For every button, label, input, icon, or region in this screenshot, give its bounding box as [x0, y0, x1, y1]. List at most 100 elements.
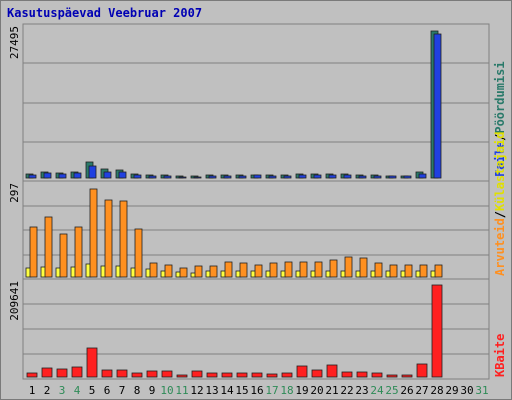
bar-kbaite — [266, 373, 278, 378]
x-tick-label: 11 — [175, 384, 188, 397]
x-tick-label: 9 — [149, 384, 156, 397]
y-max-label: 27495 — [8, 26, 21, 59]
x-tick-label: 2 — [44, 384, 51, 397]
bar-faile — [283, 175, 292, 179]
bar-kbaite — [101, 369, 113, 378]
bar-kbaite — [401, 374, 413, 378]
bar-arvuteid — [314, 261, 323, 278]
bar-kbaite — [131, 372, 143, 378]
bar-faile — [178, 176, 187, 179]
legend-poordumisi: Pöördumisi — [493, 61, 507, 133]
y-axis-labels: 27495 297 209641 — [8, 26, 21, 321]
bar-arvuteid — [239, 262, 248, 278]
legend-separator: / — [493, 211, 507, 218]
x-tick-label: 6 — [104, 384, 111, 397]
bar-arvuteid — [404, 264, 413, 278]
legend-kulastajaid: Külastajaid — [493, 131, 507, 210]
bar-kbaite — [41, 367, 53, 378]
bar-faile — [433, 33, 442, 179]
legend-arvuteid: Arvuteid — [493, 218, 507, 276]
x-tick-label: 3 — [59, 384, 66, 397]
bar-kbaite — [251, 372, 263, 378]
bars-layer — [25, 30, 443, 378]
bar-arvuteid — [389, 264, 398, 278]
bar-arvuteid — [179, 267, 188, 278]
bar-arvuteid — [359, 257, 368, 278]
legend-middle: Arvuteid/Külastajaid — [493, 131, 507, 276]
x-tick-label: 24 — [370, 384, 384, 397]
bar-kbaite — [191, 370, 203, 378]
bar-arvuteid — [89, 188, 98, 278]
bar-faile — [388, 175, 397, 179]
x-tick-label: 22 — [340, 384, 353, 397]
x-tick-label: 12 — [190, 384, 203, 397]
gridlines — [23, 62, 489, 355]
bar-arvuteid — [194, 265, 203, 278]
bar-arvuteid — [299, 261, 308, 278]
bar-kbaite — [236, 372, 248, 378]
bar-faile — [358, 175, 367, 179]
bar-kbaite — [146, 370, 158, 378]
bar-arvuteid — [329, 259, 338, 278]
bar-faile — [28, 174, 37, 179]
x-axis-labels: 1 2 3 4 5 6 7 8 9 10 11 12 13 14 15 16 17 18 19 20 21 22 23 24 2… — [29, 384, 489, 397]
bar-faile — [88, 165, 97, 179]
legend-kbaite: KBaite — [493, 334, 507, 377]
bar-arvuteid — [344, 256, 353, 278]
bar-faile — [418, 173, 427, 179]
bar-kbaite — [176, 374, 188, 378]
bar-arvuteid — [284, 261, 293, 278]
bar-faile — [268, 175, 277, 179]
x-tick-label: 16 — [250, 384, 263, 397]
bar-faile — [343, 174, 352, 179]
bar-faile — [118, 171, 127, 179]
bar-kbaite — [221, 372, 233, 378]
bar-kbaite — [86, 347, 98, 378]
bar-arvuteid — [134, 228, 143, 278]
bar-kbaite — [431, 284, 443, 378]
x-tick-label: 4 — [74, 384, 81, 397]
bar-faile — [223, 175, 232, 179]
bar-arvuteid — [44, 216, 53, 278]
bar-faile — [298, 174, 307, 179]
bar-faile — [163, 175, 172, 179]
x-tick-label: 21 — [325, 384, 338, 397]
bar-arvuteid — [74, 226, 83, 278]
legend-separator: / — [493, 134, 507, 141]
bar-faile — [238, 175, 247, 179]
bar-kbaite — [311, 369, 323, 378]
bar-faile — [373, 175, 382, 179]
bar-faile — [253, 174, 262, 179]
bar-arvuteid — [149, 262, 158, 278]
x-tick-label: 17 — [265, 384, 278, 397]
bar-arvuteid — [104, 199, 113, 278]
bar-arvuteid — [374, 262, 383, 278]
x-tick-label: 26 — [400, 384, 413, 397]
x-tick-label: 19 — [295, 384, 308, 397]
x-tick-label: 1 — [29, 384, 36, 397]
bar-faile — [148, 175, 157, 179]
legend-faile: Faile — [493, 141, 507, 177]
bar-faile — [208, 175, 217, 179]
bar-kbaite — [386, 374, 398, 378]
bar-kbaite — [26, 372, 38, 378]
bar-kbaite — [341, 371, 353, 378]
bar-kbaite — [416, 363, 428, 378]
bar-kbaite — [161, 370, 173, 378]
bar-kbaite — [206, 372, 218, 378]
y-max-label: 209641 — [8, 281, 21, 321]
bar-faile — [193, 176, 202, 179]
bar-kbaite — [116, 369, 128, 378]
legend-top: Faile/Pöördumisi — [493, 61, 507, 177]
x-tick-label: 31 — [475, 384, 488, 397]
y-max-label: 297 — [8, 183, 21, 203]
bar-faile — [403, 175, 412, 179]
x-tick-label: 30 — [460, 384, 473, 397]
bar-kbaite — [356, 371, 368, 378]
bar-faile — [133, 174, 142, 179]
bar-faile — [328, 174, 337, 179]
x-tick-label: 10 — [160, 384, 173, 397]
bar-faile — [73, 172, 82, 179]
chart-title: Kasutuspäevad Veebruar 2007 — [7, 6, 202, 20]
